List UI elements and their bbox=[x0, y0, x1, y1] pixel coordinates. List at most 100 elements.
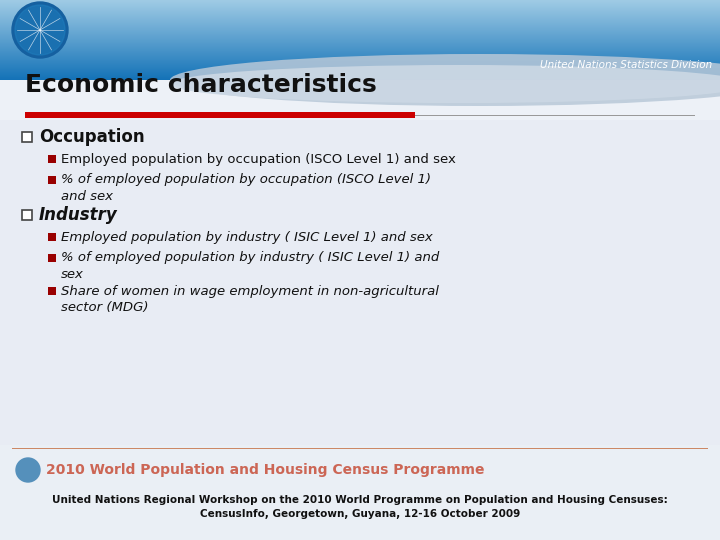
Bar bbox=[0, 52, 720, 53]
Bar bbox=[0, 39, 720, 40]
Bar bbox=[0, 175, 720, 180]
Text: % of employed population by occupation (ISCO Level 1): % of employed population by occupation (… bbox=[61, 173, 431, 186]
Bar bbox=[0, 74, 720, 75]
Bar bbox=[0, 1, 720, 2]
Bar bbox=[0, 130, 720, 135]
Bar bbox=[0, 63, 720, 64]
Bar bbox=[0, 7, 720, 8]
Bar bbox=[0, 445, 720, 450]
Bar bbox=[0, 54, 720, 55]
Bar bbox=[0, 0, 720, 1]
Bar bbox=[0, 346, 720, 351]
Bar bbox=[0, 64, 720, 65]
Bar bbox=[0, 166, 720, 171]
Bar bbox=[0, 72, 720, 73]
Bar bbox=[0, 21, 720, 22]
Bar bbox=[0, 37, 720, 38]
Bar bbox=[0, 220, 720, 225]
Circle shape bbox=[12, 2, 68, 58]
Text: Share of women in wage employment in non-agricultural: Share of women in wage employment in non… bbox=[61, 285, 439, 298]
Bar bbox=[0, 301, 720, 306]
Bar bbox=[0, 71, 720, 72]
Bar bbox=[0, 26, 720, 27]
Bar bbox=[0, 373, 720, 378]
Bar bbox=[0, 6, 720, 7]
Bar bbox=[0, 60, 720, 120]
Bar bbox=[0, 418, 720, 423]
Bar bbox=[0, 193, 720, 198]
Bar bbox=[0, 409, 720, 414]
Bar bbox=[0, 77, 720, 78]
Bar bbox=[48, 287, 56, 295]
Bar bbox=[0, 9, 720, 10]
Bar bbox=[0, 28, 720, 29]
Bar bbox=[0, 11, 720, 12]
Bar bbox=[0, 391, 720, 396]
Bar bbox=[0, 463, 720, 468]
Bar bbox=[0, 53, 720, 54]
Bar bbox=[0, 45, 720, 46]
Bar bbox=[0, 310, 720, 315]
Bar bbox=[0, 337, 720, 342]
Bar bbox=[0, 5, 720, 6]
Bar bbox=[0, 43, 720, 44]
Bar bbox=[48, 254, 56, 262]
Bar bbox=[0, 46, 720, 47]
Bar bbox=[0, 103, 720, 108]
Bar bbox=[0, 508, 720, 513]
Bar bbox=[0, 526, 720, 531]
Bar bbox=[0, 499, 720, 504]
Bar bbox=[0, 247, 720, 252]
Bar bbox=[0, 49, 720, 50]
Bar bbox=[0, 16, 720, 17]
Text: Employed population by occupation (ISCO Level 1) and sex: Employed population by occupation (ISCO … bbox=[61, 152, 456, 165]
Bar bbox=[0, 229, 720, 234]
Bar bbox=[0, 60, 720, 61]
Bar bbox=[0, 148, 720, 153]
Bar bbox=[0, 2, 720, 3]
Bar bbox=[0, 319, 720, 324]
Bar bbox=[0, 62, 720, 63]
Text: United Nations Regional Workshop on the 2010 World Programme on Population and H: United Nations Regional Workshop on the … bbox=[52, 495, 668, 505]
Bar bbox=[0, 445, 720, 540]
Bar bbox=[0, 47, 720, 48]
Bar bbox=[0, 57, 720, 58]
Bar bbox=[0, 68, 720, 69]
Bar bbox=[0, 29, 720, 30]
Text: United Nations Statistics Division: United Nations Statistics Division bbox=[540, 60, 712, 70]
Bar bbox=[0, 65, 720, 66]
Bar bbox=[0, 4, 720, 5]
Bar bbox=[0, 283, 720, 288]
Circle shape bbox=[15, 5, 65, 55]
Bar bbox=[0, 535, 720, 540]
Text: and sex: and sex bbox=[61, 190, 113, 202]
Bar bbox=[0, 67, 720, 72]
Bar bbox=[415, 114, 695, 116]
Bar bbox=[0, 75, 720, 76]
Bar bbox=[0, 78, 720, 79]
Bar bbox=[0, 94, 720, 99]
Bar bbox=[0, 42, 720, 43]
Bar bbox=[22, 210, 32, 220]
Bar bbox=[0, 490, 720, 495]
Ellipse shape bbox=[170, 54, 720, 106]
Bar bbox=[0, 14, 720, 15]
Bar bbox=[0, 472, 720, 477]
Bar bbox=[0, 49, 720, 54]
Bar bbox=[0, 202, 720, 207]
Text: % of employed population by industry ( ISIC Level 1) and: % of employed population by industry ( I… bbox=[61, 252, 439, 265]
Bar bbox=[0, 364, 720, 369]
Bar bbox=[0, 292, 720, 297]
Bar bbox=[0, 40, 720, 45]
Bar bbox=[0, 31, 720, 36]
Bar bbox=[0, 12, 720, 13]
Bar bbox=[0, 23, 720, 24]
Bar bbox=[0, 13, 720, 18]
Bar bbox=[0, 73, 720, 74]
Bar bbox=[0, 481, 720, 486]
Bar bbox=[0, 25, 720, 26]
Bar bbox=[0, 265, 720, 270]
Bar bbox=[12, 448, 708, 449]
Text: Economic characteristics: Economic characteristics bbox=[25, 73, 377, 97]
Bar bbox=[0, 157, 720, 162]
